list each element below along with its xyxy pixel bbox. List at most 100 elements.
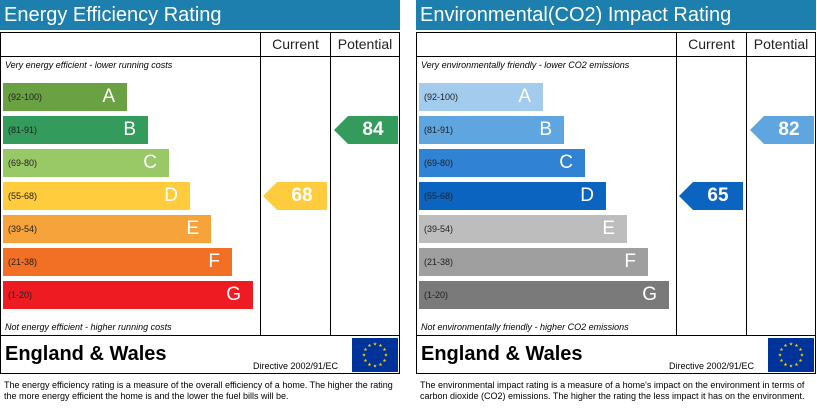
eu-star (794, 362, 799, 367)
band-range-label: (1-20) (8, 290, 33, 300)
band-letter: E (186, 218, 199, 239)
rating-band-d: (55-68) D (3, 182, 190, 210)
band-letter: A (518, 86, 531, 107)
eu-star (382, 358, 387, 363)
header-divider (1, 56, 399, 57)
eu-star (800, 353, 804, 357)
indicator-arrow (263, 182, 327, 210)
band-letter: G (226, 284, 241, 305)
eu-star (362, 353, 366, 357)
band-letter: E (602, 218, 615, 239)
eu-star (363, 347, 368, 352)
indicator-arrow (750, 116, 814, 144)
rating-band-b: (81-91) B (3, 116, 148, 144)
eu-flag-icon (352, 338, 398, 372)
eu-flag-icon (768, 338, 814, 372)
band-letter: D (164, 185, 178, 206)
column-divider (676, 33, 677, 335)
rating-band-f: (21-38) F (419, 248, 648, 276)
region-label: England & Wales (421, 343, 583, 365)
indicator-arrow (334, 116, 398, 144)
eu-star (789, 364, 793, 368)
eu-star (373, 342, 377, 346)
eu-star (778, 353, 782, 357)
rating-description: The environmental impact rating is a mea… (420, 380, 805, 401)
band-range-label: (92-100) (8, 92, 43, 102)
rating-band-d: (55-68) D (419, 182, 606, 210)
eu-star (783, 343, 788, 348)
directive-label: Directive 2002/91/EC (669, 361, 755, 371)
bottom-note: Not energy efficient - higher running co… (5, 322, 172, 332)
column-divider (330, 33, 331, 335)
panel-title: Environmental(CO2) Impact Rating (416, 0, 816, 30)
band-letter: C (559, 152, 573, 173)
energy-efficiency-panel: Energy Efficiency Rating Current Potenti… (0, 0, 400, 419)
rating-band-f: (21-38) F (3, 248, 232, 276)
current-rating-indicator: 68 (263, 182, 327, 210)
eu-star (363, 358, 368, 363)
eu-star (384, 353, 388, 357)
band-letter: A (102, 86, 115, 107)
eu-star (789, 342, 793, 346)
footer-divider (1, 335, 399, 336)
directive-label: Directive 2002/91/EC (253, 361, 339, 371)
eu-star (367, 343, 372, 348)
band-range-label: (55-68) (424, 191, 454, 201)
band-letter: F (624, 251, 636, 272)
rating-band-c: (69-80) C (419, 149, 585, 177)
band-letter: G (642, 284, 657, 305)
bottom-note: Not environmentally friendly - higher CO… (421, 322, 629, 332)
band-range-label: (81-91) (424, 125, 454, 135)
band-range-label: (92-100) (424, 92, 459, 102)
top-note: Very environmentally friendly - lower CO… (421, 60, 630, 70)
potential-rating-value: 84 (362, 119, 384, 140)
band-range-label: (55-68) (8, 191, 38, 201)
band-letter: D (580, 185, 594, 206)
eu-star (373, 364, 377, 368)
band-range-label: (81-91) (8, 125, 38, 135)
eu-star (794, 343, 799, 348)
footer-divider (417, 335, 815, 336)
eu-star (382, 347, 387, 352)
eu-star (798, 347, 803, 352)
current-rating-value: 65 (707, 185, 729, 206)
rating-band-e: (39-54) E (419, 215, 627, 243)
eu-star (783, 362, 788, 367)
eu-star (779, 347, 784, 352)
band-letter: B (539, 119, 552, 140)
environmental-impact-panel: Environmental(CO2) Impact Rating Current… (416, 0, 816, 419)
eu-star (779, 358, 784, 363)
rating-band-a: (92-100) A (419, 83, 543, 111)
rating-band-a: (92-100) A (3, 83, 127, 111)
rating-band-g: (1-20) G (419, 281, 669, 309)
band-range-label: (39-54) (8, 224, 38, 234)
band-range-label: (1-20) (424, 290, 449, 300)
panel-title: Energy Efficiency Rating (0, 0, 400, 30)
column-divider (260, 33, 261, 335)
band-range-label: (39-54) (424, 224, 454, 234)
eu-star (367, 362, 372, 367)
band-letter: F (208, 251, 220, 272)
rating-band-b: (81-91) B (419, 116, 564, 144)
rating-frame: Current Potential Very environmentally f… (416, 32, 816, 374)
current-rating-value: 68 (291, 185, 313, 206)
eu-star (798, 358, 803, 363)
rating-description: The energy efficiency rating is a measur… (4, 380, 393, 401)
region-label: England & Wales (5, 343, 167, 365)
potential-rating-indicator: 82 (750, 116, 814, 144)
band-range-label: (69-80) (8, 158, 38, 168)
eu-star (378, 343, 383, 348)
current-column-header: Current (688, 36, 735, 52)
header-divider (417, 56, 815, 57)
column-divider (746, 33, 747, 335)
rating-frame: Current Potential Very energy efficient … (0, 32, 400, 374)
indicator-arrow (679, 182, 743, 210)
potential-column-header: Potential (337, 36, 393, 52)
band-letter: C (143, 152, 157, 173)
band-range-label: (69-80) (424, 158, 454, 168)
current-column-header: Current (272, 36, 319, 52)
rating-band-e: (39-54) E (3, 215, 211, 243)
band-letter: B (123, 119, 136, 140)
rating-band-g: (1-20) G (3, 281, 253, 309)
current-rating-indicator: 65 (679, 182, 743, 210)
